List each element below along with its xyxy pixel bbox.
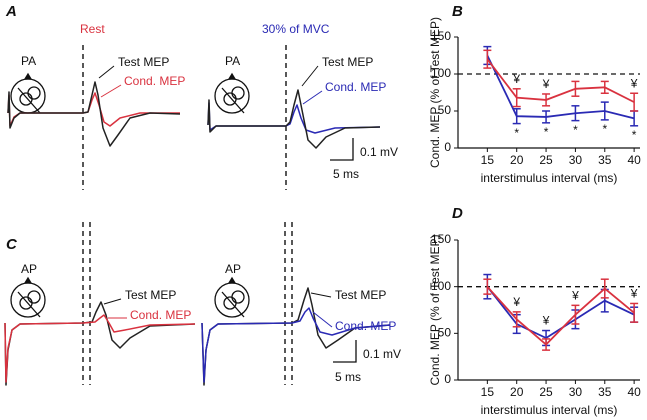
cond-trace: [201, 307, 391, 383]
y-tick-label: 150: [431, 29, 451, 43]
y-tick-label: 0: [444, 372, 451, 386]
coil-label: PA: [21, 54, 36, 68]
coil-label: AP: [21, 262, 37, 276]
error-bar: [571, 304, 580, 325]
column-title: Rest: [80, 22, 105, 36]
arrow: [312, 311, 333, 328]
test-label: Test MEP: [322, 55, 373, 69]
cond-trace: [7, 92, 180, 127]
cond-trace: [4, 314, 196, 383]
coil-icon: [10, 72, 46, 114]
x-tick-label: 25: [539, 385, 553, 399]
y-tick-label: 50: [438, 326, 452, 340]
y-tick-label: 0: [444, 140, 451, 154]
annotation: ¥: [542, 77, 550, 91]
error-bar: [512, 311, 521, 328]
cond-label: Cond. MEP: [335, 319, 396, 333]
y-tick-label: 150: [431, 232, 451, 246]
error-bar: [600, 101, 609, 121]
x-tick-label: 20: [510, 385, 524, 399]
coil-icon: [214, 276, 250, 318]
y-axis-label: Cond. MEP (% of Test MEP): [428, 235, 442, 386]
coil-icon: [214, 72, 250, 114]
error-bar: [630, 92, 639, 112]
x-axis-label: interstimulus interval (ms): [481, 171, 618, 185]
x-axis-label: interstimulus interval (ms): [481, 403, 618, 417]
error-bar: [571, 80, 580, 97]
panel-label: C: [6, 236, 18, 253]
x-tick-label: 15: [481, 153, 495, 167]
annotation: *: [514, 126, 519, 140]
scale-bar: [333, 340, 357, 363]
annotation: ¥: [542, 314, 550, 328]
test-trace: [207, 89, 381, 149]
x-tick-label: 30: [569, 385, 583, 399]
coil-label: AP: [225, 262, 241, 276]
annotation: *: [602, 122, 607, 136]
scale-label: 0.1 mV: [363, 347, 401, 361]
panel-label: A: [5, 3, 17, 20]
x-tick-label: 35: [598, 385, 612, 399]
error-bar: [483, 49, 492, 69]
error-bar: [571, 105, 580, 122]
cond-label: Cond. MEP: [124, 74, 185, 88]
annotation: *: [544, 125, 549, 139]
x-tick-label: 35: [598, 153, 612, 167]
x-tick-label: 30: [569, 153, 583, 167]
cond-label: Cond. MEP: [325, 80, 386, 94]
arrow: [310, 292, 332, 298]
error-bar: [630, 302, 639, 323]
x-tick-label: 15: [481, 385, 495, 399]
test-trace: [201, 287, 391, 386]
error-bar: [512, 88, 521, 108]
test-label: Test MEP: [118, 55, 169, 69]
test-label: Test MEP: [125, 288, 176, 302]
error-bar: [512, 108, 521, 125]
annotation: *: [632, 128, 637, 142]
test-trace: [7, 81, 181, 147]
scale-bar: [330, 138, 354, 161]
annotation: ¥: [571, 289, 579, 303]
coil-label: PA: [225, 54, 240, 68]
y-tick-label: 50: [438, 103, 452, 117]
annotation: ¥: [512, 295, 520, 309]
y-tick-label: 100: [431, 66, 451, 80]
error-bar: [600, 278, 609, 299]
error-bar: [542, 93, 551, 107]
panel-label: B: [452, 3, 463, 20]
y-axis-label: Cond. MEP (% of Test MEP): [428, 17, 442, 168]
x-tick-label: 40: [627, 385, 641, 399]
error-bar: [600, 80, 609, 94]
y-tick-label: 100: [431, 279, 451, 293]
scale-label: 5 ms: [333, 167, 359, 181]
scale-label: 0.1 mV: [360, 145, 398, 159]
x-tick-label: 40: [627, 153, 641, 167]
panel-label: D: [452, 205, 463, 222]
test-label: Test MEP: [335, 288, 386, 302]
annotation: *: [573, 123, 578, 137]
arrow: [103, 298, 122, 305]
scale-label: 5 ms: [335, 370, 361, 384]
series-line: [486, 286, 635, 346]
arrow: [100, 84, 122, 98]
series-line: [486, 55, 635, 120]
error-bar: [542, 110, 551, 124]
annotation: ¥: [630, 287, 638, 301]
error-bar: [542, 338, 551, 351]
coil-icon: [10, 276, 46, 318]
arrow: [302, 90, 323, 105]
x-tick-label: 20: [510, 153, 524, 167]
arrow: [98, 65, 115, 79]
x-tick-label: 25: [539, 153, 553, 167]
column-title: 30% of MVC: [262, 22, 330, 36]
annotation: ¥: [630, 76, 638, 90]
annotation: ¥: [512, 72, 520, 86]
arrow: [301, 65, 319, 87]
error-bar: [483, 278, 492, 295]
series-line: [486, 58, 635, 103]
cond-label: Cond. MEP: [130, 308, 191, 322]
